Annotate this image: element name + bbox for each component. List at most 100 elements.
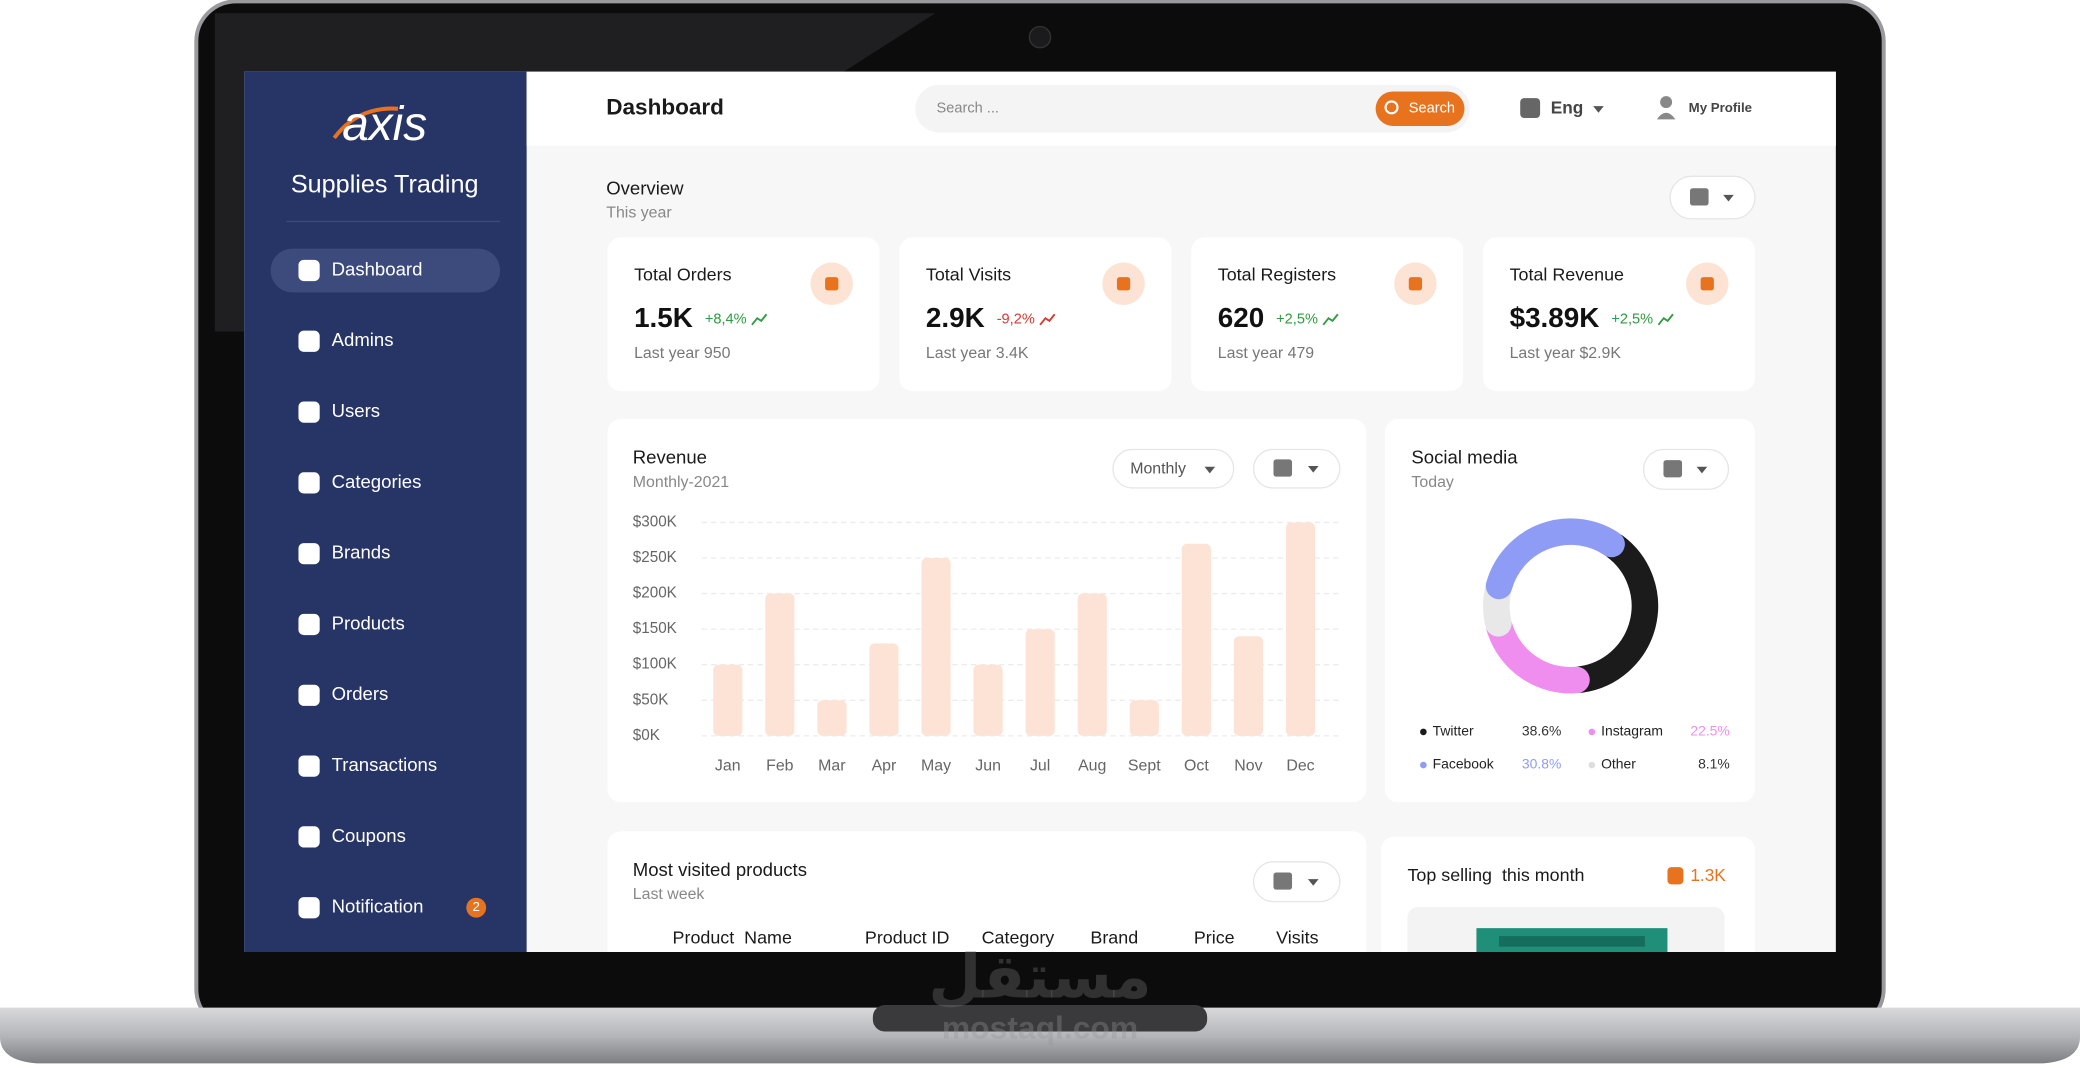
menu-icon — [298, 401, 320, 423]
calendar-icon — [1273, 872, 1293, 890]
language-icon — [1520, 98, 1541, 119]
profile[interactable]: My Profile — [1689, 100, 1752, 115]
bar — [1233, 636, 1264, 736]
panel — [607, 418, 1367, 803]
panel-subtitle: Last week — [633, 886, 705, 903]
card-change: +2,5% — [1276, 311, 1318, 327]
chart-title: Revenue — [633, 447, 707, 468]
menu-item[interactable]: Products — [332, 612, 405, 633]
menu-active-bg — [270, 248, 501, 293]
logo-swoosh — [332, 106, 399, 140]
card-title: Total Visits — [926, 265, 1011, 285]
x-tick-label: Nov — [1234, 758, 1262, 775]
legend-label: Other — [1601, 756, 1636, 772]
top-selling-icon — [1667, 867, 1684, 885]
menu-icon — [298, 684, 320, 706]
table-header: Product ID — [865, 927, 950, 947]
period-dropdown[interactable] — [1112, 448, 1235, 489]
menu-icon — [298, 472, 320, 494]
logo-subtitle: Supplies Trading — [291, 170, 479, 198]
card-title: Total Revenue — [1510, 265, 1624, 285]
date-picker[interactable] — [1669, 175, 1756, 220]
menu-item[interactable]: Brands — [332, 542, 391, 563]
caret — [1307, 466, 1319, 473]
x-tick-label: Feb — [766, 758, 794, 775]
y-tick-label: $50K — [633, 691, 669, 708]
card-icon — [1700, 277, 1714, 291]
card-last-year: Last year 950 — [634, 345, 731, 362]
y-tick-label: $250K — [633, 549, 677, 566]
card-last-year: Last year $2.9K — [1510, 345, 1622, 362]
search-box[interactable] — [915, 84, 1470, 133]
bar — [817, 700, 847, 736]
search-button[interactable] — [1375, 91, 1465, 126]
menu-item[interactable]: Coupons — [332, 825, 406, 846]
bar — [713, 664, 743, 736]
menu-item[interactable]: Transactions — [332, 754, 438, 775]
section-title: Overview — [606, 178, 684, 199]
legend-label: Twitter — [1433, 723, 1474, 739]
x-tick-label: Mar — [818, 758, 846, 775]
panel — [1384, 418, 1755, 803]
calendar-icon — [1690, 188, 1709, 206]
legend-label: Facebook — [1433, 756, 1494, 772]
card-last-year: Last year 479 — [1218, 345, 1315, 362]
language[interactable]: Eng — [1551, 97, 1584, 117]
menu-item[interactable]: Dashboard — [332, 258, 423, 279]
menu-item[interactable]: Notification — [332, 896, 424, 917]
y-tick-label: $100K — [633, 656, 677, 673]
card-value: 620 — [1218, 302, 1264, 333]
table-header: Category — [982, 927, 1055, 947]
table-header: Visits — [1276, 927, 1318, 947]
card-title: Total Registers — [1218, 265, 1336, 285]
x-tick-label: Jul — [1030, 758, 1050, 775]
trend-arrow — [751, 313, 768, 326]
section-subtitle: This year — [606, 205, 672, 222]
y-tick-label: $150K — [633, 620, 677, 637]
date-picker[interactable] — [1642, 448, 1730, 490]
menu-item[interactable]: Admins — [332, 329, 394, 350]
menu-icon — [298, 259, 320, 282]
chart-title: Social media — [1411, 447, 1518, 468]
caret — [1696, 466, 1708, 474]
card-value: $3.89K — [1510, 302, 1600, 333]
bar — [1285, 522, 1316, 736]
table-header: Price — [1194, 927, 1235, 947]
donut-segment — [1486, 613, 1590, 694]
legend-value: 30.8% — [1522, 756, 1561, 772]
search-icon — [1384, 100, 1399, 115]
bar — [1025, 629, 1055, 736]
badge-count: 2 — [473, 899, 480, 914]
x-tick-label: Oct — [1184, 758, 1209, 775]
legend-dot — [1420, 761, 1427, 769]
card-icon — [1408, 277, 1423, 291]
stat-card — [1191, 237, 1464, 392]
x-tick-label: Aug — [1078, 758, 1106, 775]
bar — [1181, 543, 1211, 736]
legend-value: 22.5% — [1690, 723, 1729, 739]
donut-segment — [1567, 532, 1659, 693]
card-icon — [1116, 277, 1131, 291]
profile-head — [1660, 96, 1673, 109]
panel — [607, 831, 1367, 952]
date-picker[interactable] — [1252, 448, 1341, 489]
card-change: +2,5% — [1611, 311, 1653, 327]
laptop-base — [0, 1007, 2080, 1064]
legend-label: Instagram — [1601, 723, 1663, 739]
search-placeholder: Search ... — [937, 101, 999, 117]
x-tick-label: Jun — [975, 758, 1001, 775]
menu-icon — [298, 543, 320, 565]
menu-item[interactable]: Orders — [332, 683, 389, 704]
menu-item[interactable]: Users — [332, 400, 380, 421]
x-tick-label: May — [921, 758, 951, 775]
menu-icon — [298, 826, 320, 848]
donut-segment — [1485, 518, 1625, 600]
base-notch — [872, 1005, 1208, 1032]
bar — [869, 643, 899, 736]
menu-icon — [298, 330, 320, 352]
date-picker[interactable] — [1252, 861, 1341, 903]
legend-dot — [1588, 761, 1596, 769]
panel-title: Most visited products — [633, 859, 807, 880]
menu-item[interactable]: Categories — [332, 471, 422, 492]
